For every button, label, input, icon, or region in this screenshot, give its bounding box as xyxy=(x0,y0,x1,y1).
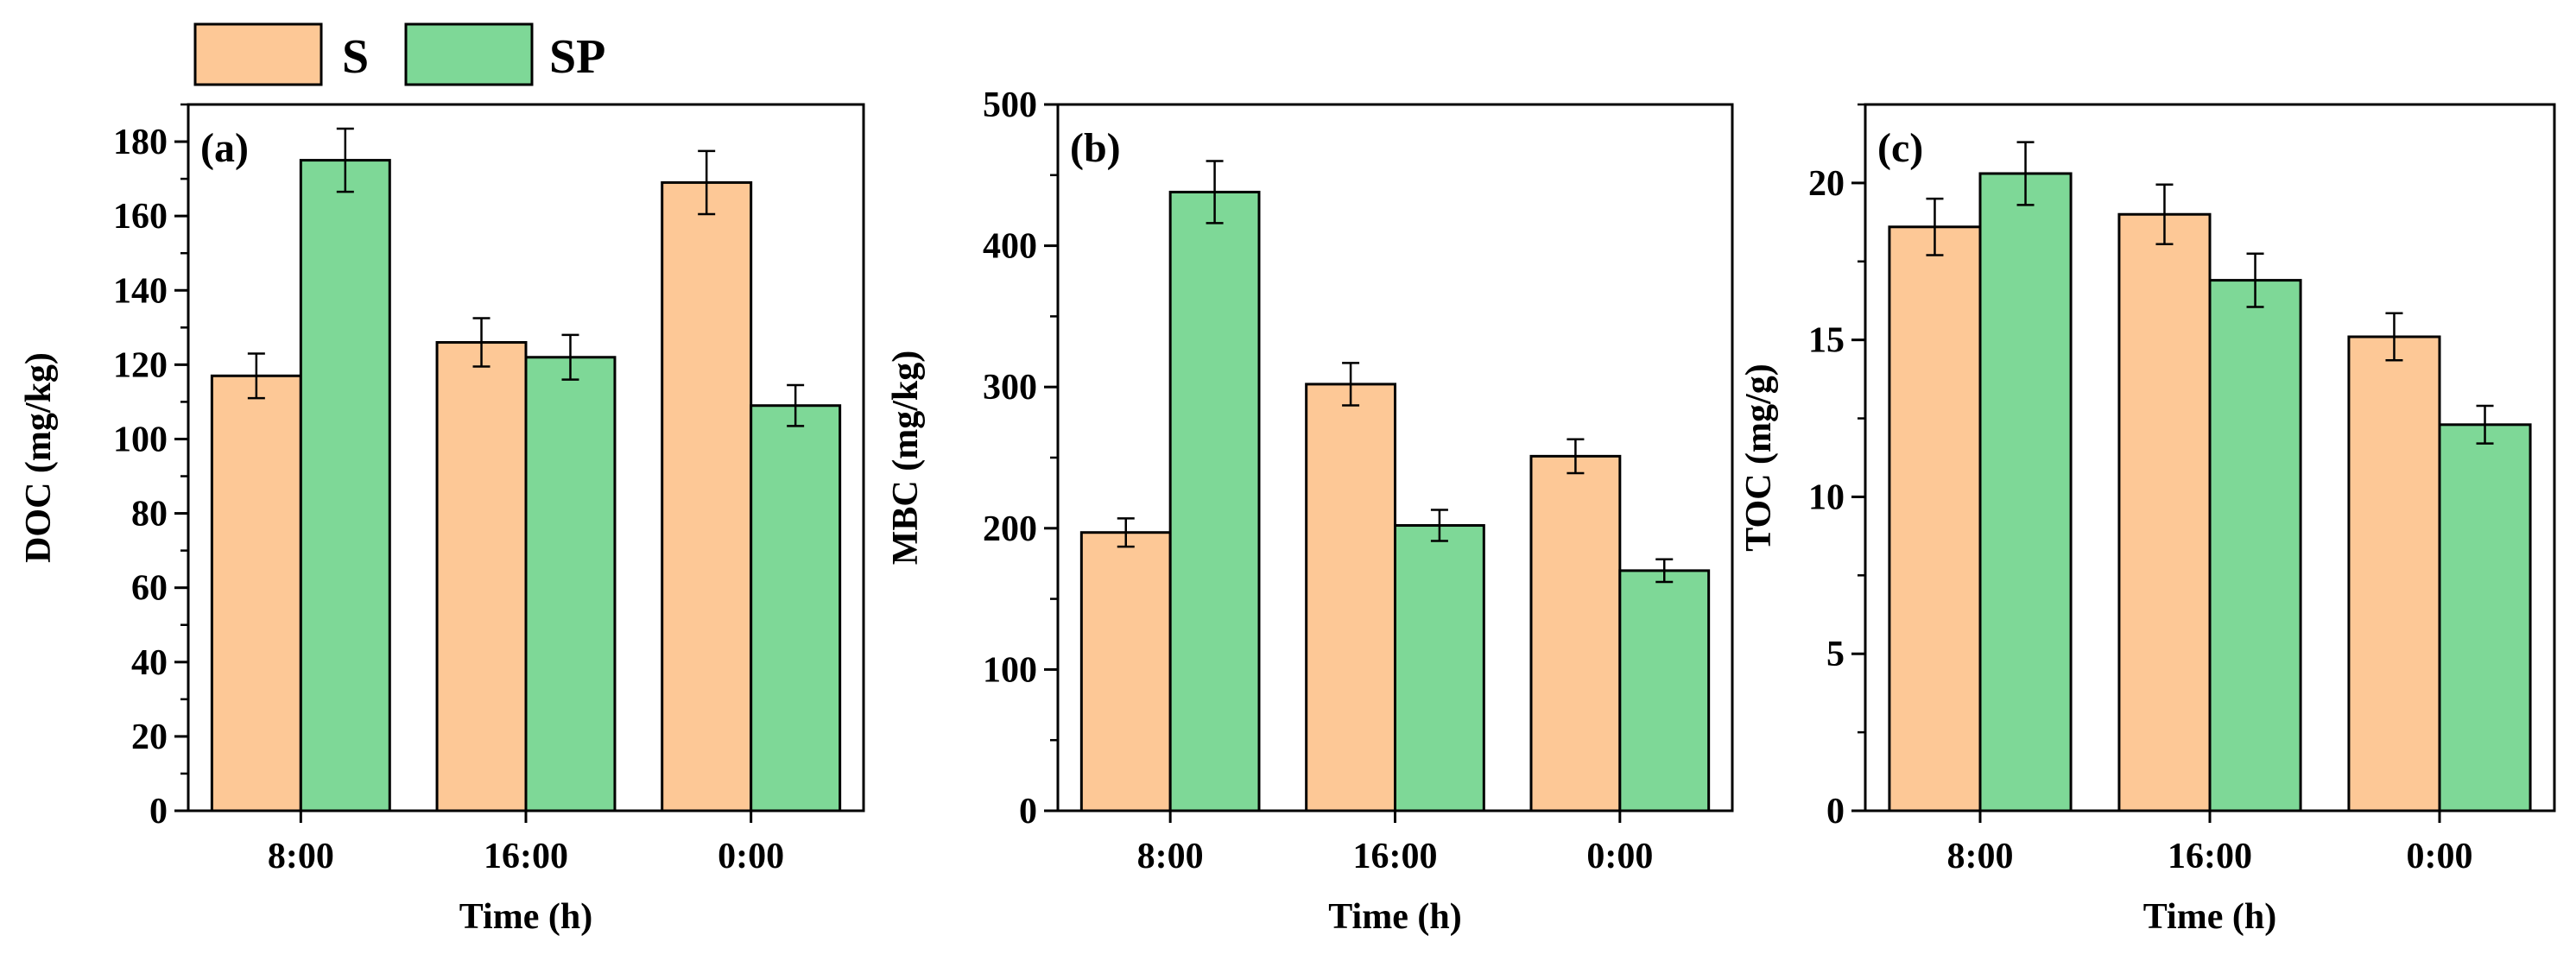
panel-c-toc-chart: 8:00 16:00 0:00 0 5 10 15 20 (c) Time (h) TOC (mg/… xyxy=(1739,103,2556,937)
bar-sp-2 xyxy=(750,404,842,812)
y-tick-label: 180 xyxy=(113,123,168,162)
bar-sp-1 xyxy=(2208,279,2302,812)
y-tick-label: 300 xyxy=(983,368,1037,408)
x-axis-title: Time (h) xyxy=(459,897,592,937)
y-tick-label: 400 xyxy=(983,227,1037,267)
x-tick-label-0: 8:00 xyxy=(1947,837,2014,876)
y-tick-label: 100 xyxy=(983,650,1037,690)
x-axis-title: Time (h) xyxy=(2143,897,2276,937)
bar-sp-0 xyxy=(1978,172,2073,812)
y-axis-title: MBC (mg/kg) xyxy=(886,351,926,565)
y-tick-label: 0 xyxy=(1826,792,1845,831)
y-tick-label: 100 xyxy=(113,420,168,459)
legend: S SP xyxy=(193,22,605,86)
x-tick-label-2: 0:00 xyxy=(1586,837,1653,876)
x-tick-label-0: 8:00 xyxy=(1137,837,1204,876)
y-tick-label: 140 xyxy=(113,271,168,311)
x-tick-label-2: 0:00 xyxy=(2407,837,2473,876)
bar-sp-2 xyxy=(2438,423,2532,812)
y-axis-title: DOC (mg/kg) xyxy=(19,352,59,563)
x-axis-title: Time (h) xyxy=(1328,897,1461,937)
y-tick-label: 0 xyxy=(149,792,168,831)
y-tick-label: 0 xyxy=(1019,792,1037,831)
x-tick-label-2: 0:00 xyxy=(718,837,784,876)
y-tick-label: 20 xyxy=(1808,164,1845,204)
x-tick-label-1: 16:00 xyxy=(1353,837,1438,876)
y-tick-label: 160 xyxy=(113,197,168,237)
bar-s-1 xyxy=(1305,383,1396,812)
y-tick-label: 80 xyxy=(131,495,168,534)
y-tick-label: 5 xyxy=(1826,635,1845,674)
y-tick-label: 60 xyxy=(131,569,168,609)
bar-sp-1 xyxy=(524,356,617,812)
bar-sp-0 xyxy=(299,159,391,812)
bar-sp-1 xyxy=(1394,524,1485,812)
y-tick-label: 15 xyxy=(1808,321,1845,361)
bar-s-0 xyxy=(1079,531,1172,812)
panel-a-doc-chart: 8:00 16:00 0:00 0 20 40 60 80 100 120 140 160 180 (a)… xyxy=(19,103,865,937)
bar-s-1 xyxy=(2117,212,2212,812)
bar-s-0 xyxy=(210,374,302,812)
y-tick-label: 40 xyxy=(131,643,168,683)
bar-s-2 xyxy=(661,180,753,812)
x-tick-label-1: 16:00 xyxy=(484,837,568,876)
bar-s-1 xyxy=(435,341,528,812)
bar-sp-0 xyxy=(1168,190,1261,812)
legend-swatch-sp xyxy=(404,22,534,86)
legend-swatch-s xyxy=(193,22,323,86)
x-tick-label-0: 8:00 xyxy=(268,837,334,876)
panel-label-b: (b) xyxy=(1070,125,1121,171)
bar-s-2 xyxy=(1529,454,1622,812)
y-tick-label: 20 xyxy=(131,718,168,757)
panel-label-a: (a) xyxy=(200,125,249,171)
y-axis-title: TOC (mg/g) xyxy=(1739,364,1779,551)
bar-s-2 xyxy=(2347,335,2441,812)
bar-sp-2 xyxy=(1618,569,1711,812)
y-tick-label: 10 xyxy=(1808,477,1845,517)
y-tick-label: 200 xyxy=(983,509,1037,549)
y-tick-label: 500 xyxy=(983,85,1037,125)
legend-label-sp: SP xyxy=(549,30,605,84)
panel-label-c: (c) xyxy=(1877,125,1923,171)
bar-s-0 xyxy=(1888,225,1982,812)
y-tick-label: 120 xyxy=(113,345,168,385)
panel-b-mbc-chart: 8:00 16:00 0:00 0 100 200 300 400 500 (b) Time (h)… xyxy=(886,85,1734,937)
x-tick-label-1: 16:00 xyxy=(2168,837,2252,876)
legend-label-s: S xyxy=(342,30,369,84)
